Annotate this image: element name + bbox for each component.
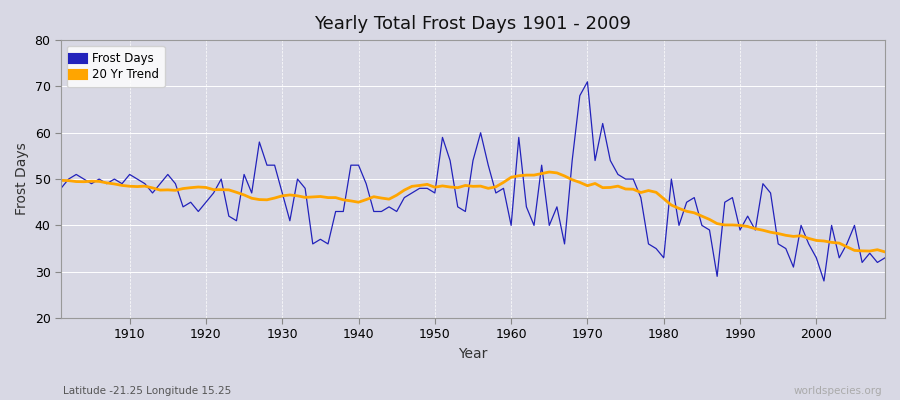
20 Yr Trend	[284, 192, 295, 197]
Frost Days	[506, 223, 517, 228]
Frost Days	[879, 256, 890, 260]
20 Yr Trend	[605, 185, 616, 190]
20 Yr Trend	[506, 175, 517, 180]
20 Yr Trend	[117, 183, 128, 188]
Line: Frost Days: Frost Days	[61, 82, 885, 281]
X-axis label: Year: Year	[458, 347, 488, 361]
Frost Days	[498, 186, 508, 191]
20 Yr Trend	[330, 195, 341, 200]
Text: worldspecies.org: worldspecies.org	[794, 386, 882, 396]
Y-axis label: Frost Days: Frost Days	[15, 143, 29, 216]
Text: Latitude -21.25 Longitude 15.25: Latitude -21.25 Longitude 15.25	[63, 386, 231, 396]
Line: 20 Yr Trend: 20 Yr Trend	[61, 172, 885, 252]
Frost Days	[582, 79, 593, 84]
Frost Days	[56, 186, 67, 191]
Title: Yearly Total Frost Days 1901 - 2009: Yearly Total Frost Days 1901 - 2009	[314, 15, 632, 33]
Frost Days	[819, 278, 830, 283]
20 Yr Trend	[498, 180, 508, 185]
20 Yr Trend	[544, 170, 554, 174]
Frost Days	[117, 181, 128, 186]
Frost Days	[284, 218, 295, 223]
Legend: Frost Days, 20 Yr Trend: Frost Days, 20 Yr Trend	[67, 46, 165, 87]
Frost Days	[605, 158, 616, 163]
Frost Days	[330, 209, 341, 214]
20 Yr Trend	[879, 250, 890, 254]
20 Yr Trend	[56, 178, 67, 183]
